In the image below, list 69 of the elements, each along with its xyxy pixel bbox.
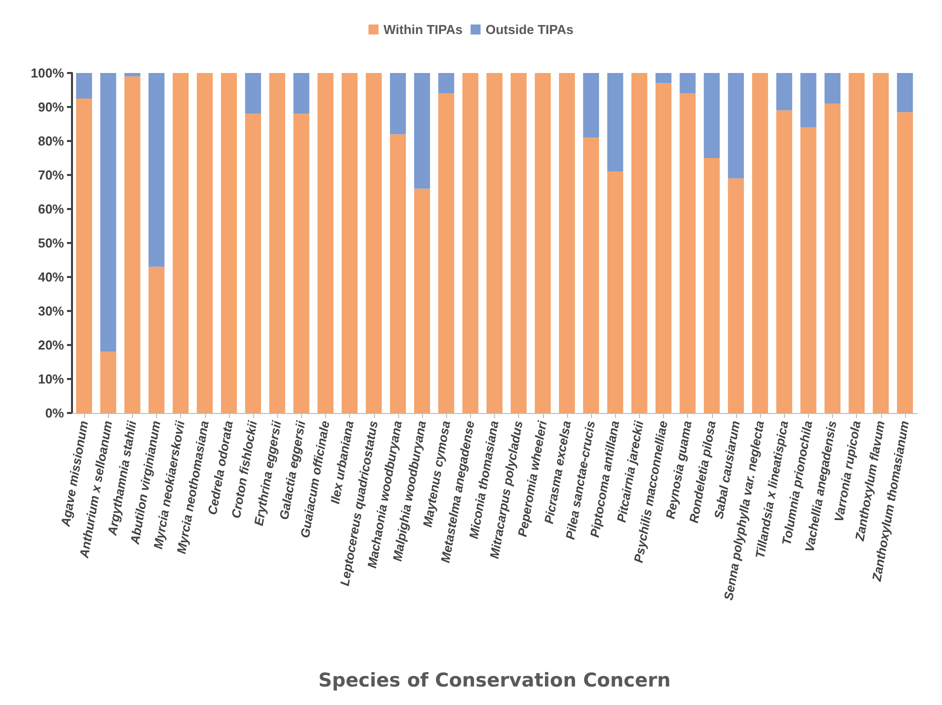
y-tick-label: 60% (38, 202, 64, 216)
bar (100, 73, 116, 352)
bar (583, 138, 600, 413)
bar (680, 93, 696, 413)
bar (752, 73, 768, 413)
bar (76, 98, 92, 413)
bar (269, 73, 286, 413)
bar (824, 104, 840, 413)
legend-label: Outside TIPAs (486, 22, 574, 37)
y-tick-label: 30% (38, 304, 64, 318)
bar (728, 178, 744, 413)
bar (824, 73, 840, 104)
bar (872, 73, 889, 413)
legend-label: Within TIPAs (384, 22, 463, 37)
bar (728, 73, 744, 178)
bar (896, 112, 913, 413)
bar (800, 73, 816, 128)
bar (607, 172, 624, 413)
bar (704, 158, 720, 413)
bar (293, 114, 310, 413)
y-tick-label: 40% (38, 270, 64, 284)
bar (172, 73, 189, 413)
bar (656, 73, 672, 84)
y-tick-label: 70% (38, 168, 64, 182)
bar (124, 76, 140, 413)
bar (896, 73, 913, 112)
bar (76, 73, 92, 98)
bar (776, 73, 792, 110)
bar (462, 73, 478, 413)
bar (534, 73, 551, 413)
y-tick-label: 50% (38, 236, 64, 250)
bar (510, 73, 527, 413)
bar (438, 73, 454, 94)
y-tick-label: 100% (30, 66, 64, 80)
bar (245, 73, 262, 114)
y-tick-label: 10% (38, 372, 64, 386)
y-tick-label: 80% (38, 134, 64, 148)
bar (486, 73, 502, 413)
bar (100, 352, 116, 413)
bar (583, 73, 600, 138)
y-tick-label: 0% (45, 406, 64, 420)
bar (366, 73, 382, 413)
bar (607, 73, 624, 172)
bar (220, 73, 237, 413)
bar (390, 73, 406, 134)
bar (848, 73, 865, 413)
bar (558, 73, 575, 413)
x-axis-title: Species of Conservation Concern (318, 670, 671, 692)
bar (148, 266, 164, 413)
bar (196, 73, 213, 413)
bar (318, 73, 334, 413)
bar (124, 73, 140, 76)
bar (704, 73, 720, 158)
bar (776, 110, 792, 413)
x-tick-label: Ilex urbaniana (328, 420, 357, 505)
bar (631, 73, 648, 413)
bar (656, 83, 672, 413)
y-tick-label: 20% (38, 338, 64, 352)
bar (800, 127, 816, 413)
bar (342, 73, 358, 413)
bar (414, 73, 430, 189)
bar (148, 73, 164, 267)
bar (680, 73, 696, 94)
bar (245, 114, 262, 413)
bar (438, 93, 454, 413)
bar (293, 73, 310, 114)
bar (414, 188, 430, 413)
bar (390, 134, 406, 413)
y-tick-label: 90% (38, 100, 64, 114)
